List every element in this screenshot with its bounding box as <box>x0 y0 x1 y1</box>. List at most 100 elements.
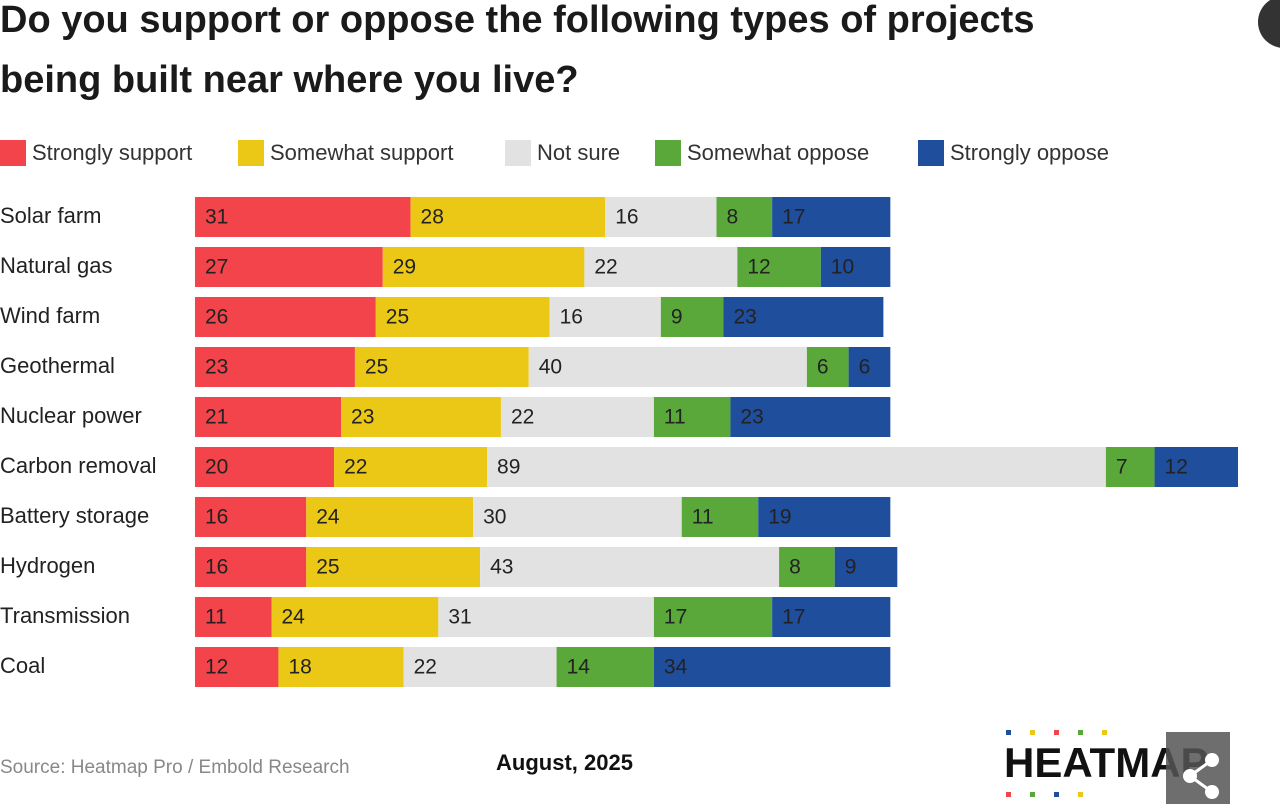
value-label: 16 <box>205 556 228 579</box>
legend-label: Somewhat support <box>270 140 453 165</box>
bar-segment <box>354 347 529 387</box>
category-label: Wind farm <box>0 303 100 328</box>
bar-segment <box>758 497 891 537</box>
logo-dots <box>1006 730 1107 797</box>
value-label: 22 <box>344 456 367 479</box>
bar-segment <box>500 397 654 437</box>
bar-segment <box>549 297 661 337</box>
category-label: Battery storage <box>0 503 149 528</box>
bar-segment <box>195 247 383 287</box>
value-label: 11 <box>664 406 686 429</box>
bar-segment <box>584 247 738 287</box>
chart-title: Do you support or oppose the following t… <box>0 0 1034 101</box>
bar-segment <box>1154 447 1238 487</box>
category-label: Transmission <box>0 603 130 628</box>
bar-segment <box>195 297 376 337</box>
value-label: 11 <box>205 606 227 629</box>
value-label: 17 <box>782 606 805 629</box>
bar-segment <box>779 547 835 587</box>
bar-segment <box>195 397 342 437</box>
value-label: 16 <box>205 506 228 529</box>
value-label: 14 <box>567 656 591 679</box>
value-label: 16 <box>560 306 583 329</box>
value-label: 31 <box>448 606 471 629</box>
legend-swatch <box>238 140 264 166</box>
category-label: Geothermal <box>0 353 115 378</box>
bar-segment <box>848 347 891 387</box>
bar-segment <box>195 347 355 387</box>
value-label: 31 <box>205 206 228 229</box>
source: Source: Heatmap Pro / Embold Research <box>0 757 350 778</box>
value-label: 22 <box>594 256 617 279</box>
bar-segment <box>820 247 891 287</box>
value-label: 17 <box>664 606 687 629</box>
value-label: 12 <box>205 656 228 679</box>
category-label: Coal <box>0 653 45 678</box>
value-label: 30 <box>483 506 506 529</box>
value-label: 16 <box>615 206 638 229</box>
date: August, 2025 <box>496 750 633 775</box>
bar-segment <box>653 397 731 437</box>
legend-swatch <box>0 140 26 166</box>
value-label: 25 <box>316 556 339 579</box>
bar-segment <box>195 497 307 537</box>
bar-segment <box>772 197 891 237</box>
value-label: 23 <box>740 406 763 429</box>
bar-segment <box>653 647 891 687</box>
value-label: 21 <box>205 406 228 429</box>
value-label: 23 <box>351 406 374 429</box>
value-label: 12 <box>747 256 770 279</box>
value-label: 28 <box>421 206 444 229</box>
bar-segment <box>334 447 488 487</box>
bar-segment <box>556 647 654 687</box>
bar-segment <box>605 197 717 237</box>
bar-segment <box>723 297 884 337</box>
bar-segment <box>382 247 585 287</box>
value-label: 40 <box>539 356 562 379</box>
legend-swatch <box>918 140 944 166</box>
corner-button[interactable] <box>1258 0 1280 48</box>
value-label: 9 <box>845 556 857 579</box>
value-label: 10 <box>831 256 854 279</box>
bar-segment <box>528 347 807 387</box>
bar-segment <box>341 397 501 437</box>
bar-segment <box>195 597 272 637</box>
category-label: Natural gas <box>0 253 113 278</box>
bar-segment <box>681 497 759 537</box>
category-label: Solar farm <box>0 203 101 228</box>
value-label: 34 <box>664 656 688 679</box>
value-label: 20 <box>205 456 228 479</box>
legend-label: Strongly oppose <box>950 140 1109 165</box>
value-label: 17 <box>782 206 805 229</box>
bar-segment <box>195 197 411 237</box>
bar-segment <box>438 597 654 637</box>
value-label: 8 <box>789 556 801 579</box>
value-label: 22 <box>414 656 437 679</box>
bar-segment <box>653 597 773 637</box>
bar-segment <box>487 447 1106 487</box>
bar-segment <box>195 447 335 487</box>
bar-segment <box>410 197 606 237</box>
value-label: 12 <box>1165 456 1188 479</box>
value-label: 7 <box>1116 456 1128 479</box>
bar-segment <box>375 297 550 337</box>
bar-segment <box>772 597 891 637</box>
value-label: 8 <box>727 206 739 229</box>
share-button[interactable] <box>1166 732 1230 804</box>
bar-segment <box>730 397 891 437</box>
value-label: 9 <box>671 306 683 329</box>
legend-swatch <box>655 140 681 166</box>
value-label: 25 <box>386 306 409 329</box>
value-label: 22 <box>511 406 534 429</box>
value-label: 43 <box>490 556 513 579</box>
legend-swatch <box>505 140 531 166</box>
legend-label: Strongly support <box>32 140 192 165</box>
bar-segment <box>306 497 474 537</box>
value-label: 23 <box>205 356 228 379</box>
value-label: 25 <box>365 356 388 379</box>
bar-segment <box>195 647 279 687</box>
bar-segment <box>737 247 821 287</box>
bar-segment <box>660 297 724 337</box>
category-label: Nuclear power <box>0 403 142 428</box>
